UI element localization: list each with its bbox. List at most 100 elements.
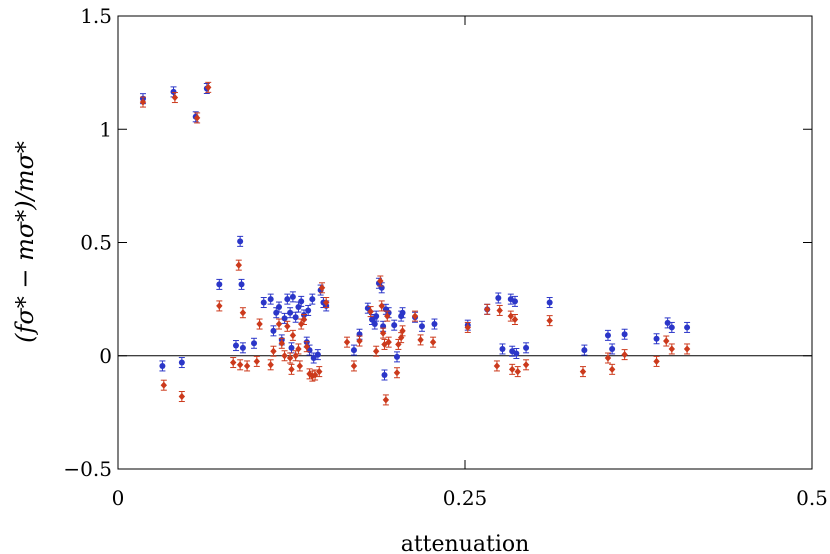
x-tick-label: 0 (112, 486, 125, 510)
data-point (178, 391, 186, 403)
data-point (513, 347, 520, 359)
data-point (499, 343, 506, 355)
data-point (399, 307, 406, 319)
data-point (276, 301, 283, 313)
data-point (295, 343, 302, 355)
data-point (232, 340, 239, 352)
data-point (378, 300, 385, 312)
y-tick-label: 0.5 (80, 231, 112, 255)
data-point (393, 367, 401, 379)
data-point (522, 359, 530, 371)
data-point (251, 337, 258, 349)
data-point (288, 363, 295, 375)
data-point (684, 321, 691, 333)
data-point (239, 342, 246, 354)
data-point (653, 355, 660, 367)
data-point (270, 325, 277, 337)
data-point (373, 310, 380, 322)
data-point (668, 343, 676, 355)
data-point (493, 360, 501, 372)
data-point (253, 355, 260, 367)
data-point (235, 259, 242, 271)
data-point (429, 336, 437, 348)
data-point (507, 310, 515, 322)
data-point (289, 329, 297, 341)
data-point (384, 310, 391, 322)
y-tick-label: 1.5 (80, 4, 112, 28)
data-point (514, 366, 521, 378)
data-point (372, 345, 380, 357)
data-point (431, 318, 438, 330)
data-point (377, 275, 384, 287)
data-point (653, 333, 660, 345)
data-point (581, 344, 588, 356)
data-point (523, 342, 530, 354)
data-point (683, 343, 691, 355)
data-point (397, 332, 405, 344)
data-point (356, 335, 363, 347)
data-point (300, 314, 308, 326)
data-point (395, 338, 402, 350)
y-tick-label: 0 (99, 344, 112, 368)
data-point (171, 92, 179, 104)
data-point (275, 318, 283, 330)
data-point (664, 317, 671, 329)
data-point (464, 321, 471, 333)
data-point (216, 278, 223, 290)
data-point (178, 357, 185, 369)
data-point (668, 321, 675, 333)
data-point (495, 292, 502, 304)
data-point (284, 320, 291, 332)
y-tick-label: 1 (99, 117, 112, 141)
data-points (139, 81, 691, 406)
data-point (350, 360, 358, 372)
data-point (418, 320, 425, 332)
data-point (292, 350, 299, 362)
data-point (284, 293, 291, 305)
data-point (381, 369, 388, 381)
data-point (399, 325, 406, 337)
data-point (621, 328, 628, 340)
data-point (309, 293, 316, 305)
data-point (314, 349, 321, 361)
data-point (663, 335, 670, 347)
data-point (411, 310, 419, 322)
data-point (417, 334, 424, 346)
data-point (579, 366, 587, 378)
data-point (278, 337, 285, 349)
data-point (609, 343, 616, 355)
data-point (193, 112, 201, 124)
data-point (604, 352, 612, 364)
x-tick-label: 0.25 (443, 486, 488, 510)
data-point (256, 318, 263, 330)
series-1 (139, 82, 691, 381)
plot-frame (117, 15, 813, 470)
data-point (286, 352, 294, 364)
data-point (385, 336, 392, 348)
data-point (238, 278, 245, 290)
data-point (287, 307, 294, 319)
data-point (281, 312, 288, 324)
data-point (546, 297, 553, 309)
data-point (260, 297, 267, 309)
data-point (236, 359, 244, 371)
data-point (230, 357, 237, 369)
data-point (350, 344, 357, 356)
data-point (267, 359, 274, 371)
data-point (367, 306, 374, 318)
data-point (289, 291, 296, 303)
data-point (298, 295, 305, 307)
data-point (316, 366, 323, 378)
data-point (239, 307, 247, 319)
data-point (318, 282, 326, 294)
series-2 (139, 81, 691, 406)
data-point (216, 300, 223, 312)
y-axis-label: (fσ* − mσ*)/mσ* (11, 141, 39, 343)
data-point (267, 293, 274, 305)
data-point (508, 363, 516, 375)
data-point (621, 349, 628, 361)
data-point (159, 360, 166, 372)
x-axis-label: attenuation (401, 532, 530, 554)
data-point (511, 295, 518, 307)
data-point (484, 303, 491, 315)
